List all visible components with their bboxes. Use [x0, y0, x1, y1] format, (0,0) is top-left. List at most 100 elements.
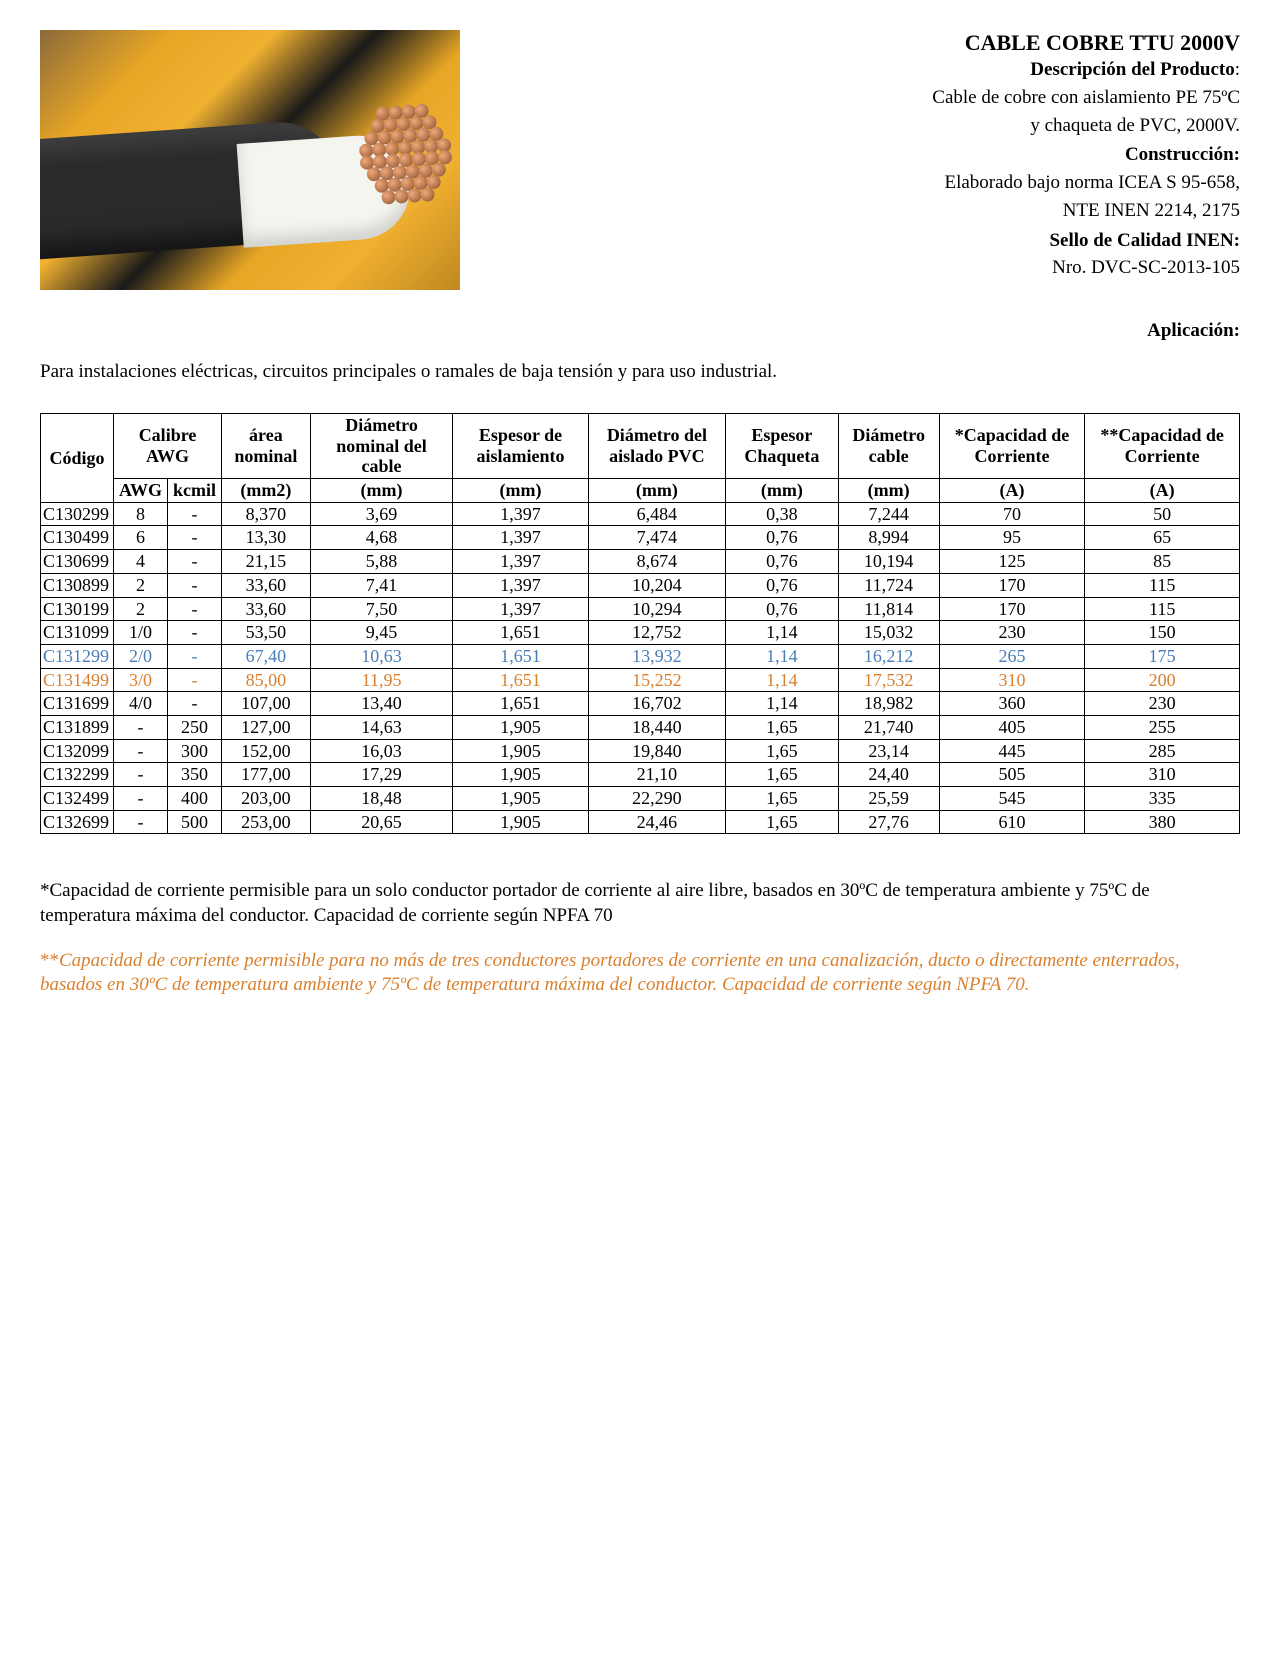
- top-section: CABLE COBRE TTU 2000V Descripción del Pr…: [40, 30, 1240, 290]
- unit-mm2: (mm2): [222, 479, 311, 503]
- table-cell: C130299: [41, 502, 114, 526]
- table-cell: C130899: [41, 573, 114, 597]
- table-cell: 33,60: [222, 573, 311, 597]
- table-cell: 1,651: [453, 644, 588, 668]
- table-row: C132299-350177,0017,291,90521,101,6524,4…: [41, 763, 1240, 787]
- table-cell: -: [168, 526, 222, 550]
- table-cell: C132299: [41, 763, 114, 787]
- th-diam-aisl: Diámetro del aislado PVC: [588, 414, 725, 479]
- table-cell: 11,814: [838, 597, 939, 621]
- table-cell: 0,76: [726, 573, 839, 597]
- table-cell: 15,252: [588, 668, 725, 692]
- table-cell: 70: [939, 502, 1085, 526]
- table-cell: 53,50: [222, 621, 311, 645]
- table-cell: 15,032: [838, 621, 939, 645]
- table-cell: 18,440: [588, 715, 725, 739]
- table-cell: 24,46: [588, 810, 725, 834]
- table-cell: 85,00: [222, 668, 311, 692]
- table-cell: 1,397: [453, 573, 588, 597]
- table-cell: 1,651: [453, 692, 588, 716]
- th-awg: AWG: [114, 479, 168, 503]
- aplicacion-text: Para instalaciones eléctricas, circuitos…: [40, 361, 1240, 383]
- table-cell: 1,65: [726, 787, 839, 811]
- aplicacion-label: Aplicación:: [40, 320, 1240, 342]
- table-cell: 1,397: [453, 502, 588, 526]
- spec-table-body: C1302998-8,3703,691,3976,4840,387,244705…: [41, 502, 1240, 834]
- table-cell: 300: [168, 739, 222, 763]
- th-cap1: *Capacidad de Corriente: [939, 414, 1085, 479]
- th-area: área nominal: [222, 414, 311, 479]
- table-row: C132499-400203,0018,481,90522,2901,6525,…: [41, 787, 1240, 811]
- th-diam-nom: Diámetro nominal del cable: [310, 414, 453, 479]
- table-cell: -: [168, 621, 222, 645]
- table-cell: 115: [1085, 597, 1240, 621]
- table-cell: 21,15: [222, 550, 311, 574]
- table-cell: C132099: [41, 739, 114, 763]
- table-cell: 16,03: [310, 739, 453, 763]
- table-row: C1308992-33,607,411,39710,2040,7611,7241…: [41, 573, 1240, 597]
- table-cell: 175: [1085, 644, 1240, 668]
- table-cell: 19,840: [588, 739, 725, 763]
- footnote-2: **Capacidad de corriente permisible para…: [40, 949, 1240, 998]
- footnote-1: *Capacidad de corriente permisible para …: [40, 879, 1240, 928]
- table-cell: 85: [1085, 550, 1240, 574]
- table-cell: 8,674: [588, 550, 725, 574]
- table-cell: 10,63: [310, 644, 453, 668]
- desc-text-1: Cable de cobre con aislamiento PE 75ºC: [480, 86, 1240, 110]
- unit-a-2: (A): [1085, 479, 1240, 503]
- table-cell: 1,397: [453, 550, 588, 574]
- th-calibre: Calibre AWG: [114, 414, 222, 479]
- table-cell: 285: [1085, 739, 1240, 763]
- table-cell: 1,905: [453, 763, 588, 787]
- table-cell: 1/0: [114, 621, 168, 645]
- th-kcmil: kcmil: [168, 479, 222, 503]
- table-cell: 22,290: [588, 787, 725, 811]
- table-cell: 25,59: [838, 787, 939, 811]
- sello-label: Sello de Calidad INEN:: [480, 229, 1240, 253]
- table-cell: 1,651: [453, 668, 588, 692]
- table-cell: 1,14: [726, 644, 839, 668]
- table-cell: 200: [1085, 668, 1240, 692]
- spec-table-head: Código Calibre AWG área nominal Diámetro…: [41, 414, 1240, 503]
- table-row: C1316994/0-107,0013,401,65116,7021,1418,…: [41, 692, 1240, 716]
- table-cell: 27,76: [838, 810, 939, 834]
- table-row: C1312992/0-67,4010,631,65113,9321,1416,2…: [41, 644, 1240, 668]
- table-cell: 170: [939, 597, 1085, 621]
- table-cell: 20,65: [310, 810, 453, 834]
- table-cell: C131099: [41, 621, 114, 645]
- th-esp-chaq: Espesor Chaqueta: [726, 414, 839, 479]
- th-esp-aisl: Espesor de aislamiento: [453, 414, 588, 479]
- table-cell: 0,76: [726, 526, 839, 550]
- table-cell: 107,00: [222, 692, 311, 716]
- table-cell: 253,00: [222, 810, 311, 834]
- table-cell: 2: [114, 573, 168, 597]
- table-cell: 310: [939, 668, 1085, 692]
- table-cell: 5,88: [310, 550, 453, 574]
- table-cell: 1,14: [726, 668, 839, 692]
- table-row: C132699-500253,0020,651,90524,461,6527,7…: [41, 810, 1240, 834]
- table-cell: 255: [1085, 715, 1240, 739]
- table-row: C131899-250127,0014,631,90518,4401,6521,…: [41, 715, 1240, 739]
- table-cell: 12,752: [588, 621, 725, 645]
- table-cell: -: [114, 787, 168, 811]
- table-cell: 6: [114, 526, 168, 550]
- table-cell: 50: [1085, 502, 1240, 526]
- table-cell: 115: [1085, 573, 1240, 597]
- table-cell: 230: [939, 621, 1085, 645]
- spec-table: Código Calibre AWG área nominal Diámetro…: [40, 413, 1240, 834]
- table-cell: 0,76: [726, 550, 839, 574]
- table-cell: 405: [939, 715, 1085, 739]
- table-cell: 16,702: [588, 692, 725, 716]
- table-cell: 67,40: [222, 644, 311, 668]
- table-cell: 16,212: [838, 644, 939, 668]
- table-cell: C131299: [41, 644, 114, 668]
- table-cell: 17,532: [838, 668, 939, 692]
- th-codigo: Código: [41, 414, 114, 503]
- table-cell: 1,14: [726, 621, 839, 645]
- table-cell: 1,905: [453, 715, 588, 739]
- table-cell: 10,204: [588, 573, 725, 597]
- table-cell: C130199: [41, 597, 114, 621]
- table-cell: 3,69: [310, 502, 453, 526]
- table-cell: -: [168, 692, 222, 716]
- table-cell: 7,41: [310, 573, 453, 597]
